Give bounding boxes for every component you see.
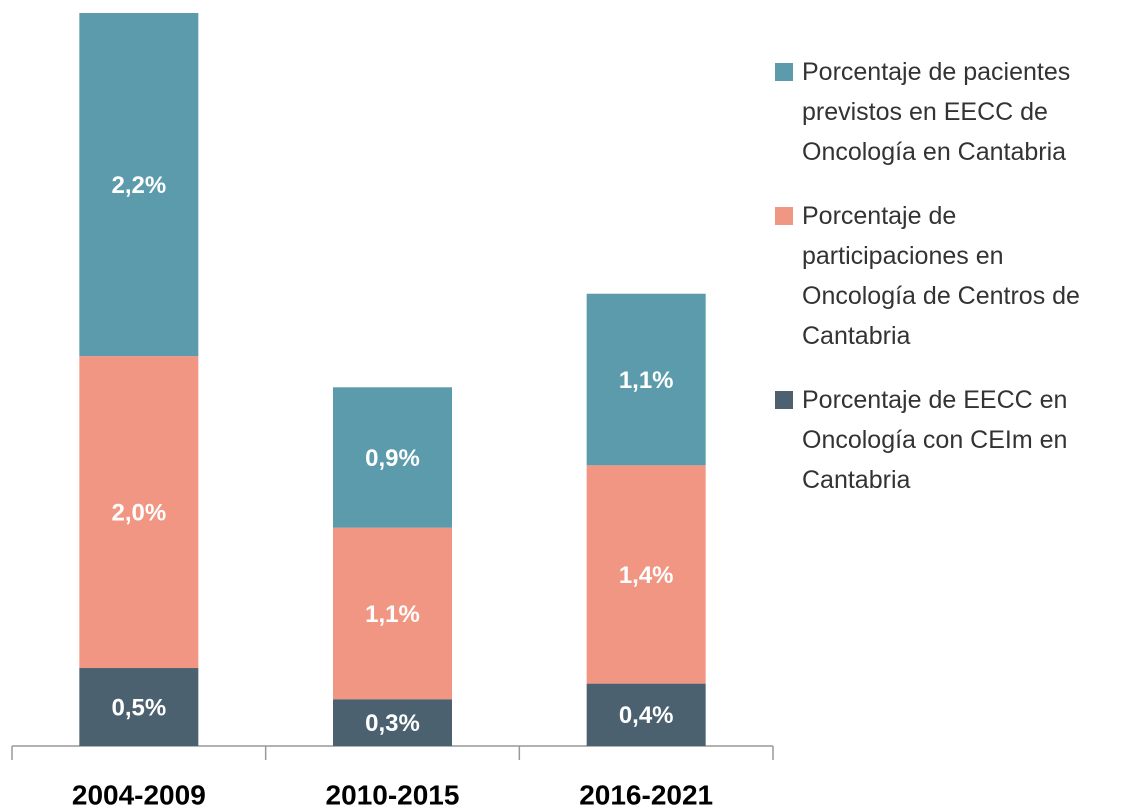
legend-label: Porcentaje de EECC en Oncología con CEIm… (802, 386, 1068, 494)
data-label: 0,9% (365, 445, 420, 472)
legend-swatch (775, 207, 793, 225)
data-label: 1,1% (365, 601, 420, 628)
bar-segment (79, 13, 199, 357)
bar-segment (333, 699, 452, 746)
legend: Porcentaje de pacientes previstos en EEC… (775, 52, 1120, 500)
x-tick-label: 2004-2009 (72, 779, 206, 809)
bar-segment (333, 387, 452, 528)
legend-item: Porcentaje de participaciones en Oncolog… (775, 196, 1120, 356)
data-label: 0,4% (619, 702, 674, 729)
legend-item: Porcentaje de EECC en Oncología con CEIm… (775, 380, 1120, 500)
x-tick-label: 2016-2021 (579, 779, 713, 809)
bar-segment (586, 465, 706, 684)
data-label: 1,1% (619, 367, 674, 394)
data-label: 1,4% (619, 562, 674, 589)
x-tick-label: 2010-2015 (326, 779, 460, 809)
legend-swatch (775, 63, 793, 81)
data-label: 0,5% (111, 694, 166, 721)
bar-segment (79, 668, 199, 746)
bar-segment (586, 683, 706, 746)
bar-segment (333, 527, 452, 700)
legend-label: Porcentaje de pacientes previstos en EEC… (802, 58, 1071, 166)
legend-item: Porcentaje de pacientes previstos en EEC… (775, 52, 1120, 172)
legend-label: Porcentaje de participaciones en Oncolog… (802, 202, 1080, 350)
legend-swatch (775, 391, 793, 409)
bar-segment (586, 293, 706, 466)
bar-segment (79, 356, 199, 669)
data-label: 2,0% (111, 499, 166, 526)
data-label: 0,3% (365, 710, 420, 737)
data-label: 2,2% (111, 172, 166, 199)
